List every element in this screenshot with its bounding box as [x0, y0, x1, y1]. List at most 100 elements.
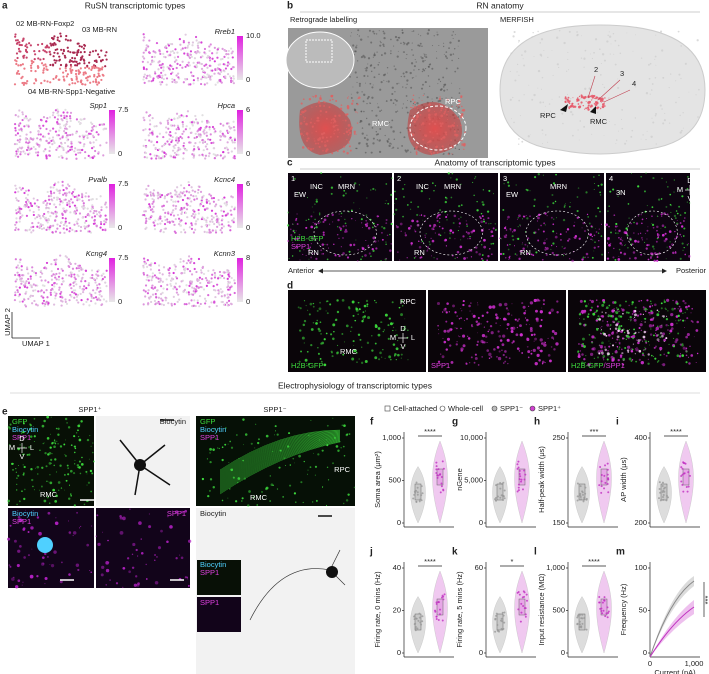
cell [640, 176, 642, 178]
cell [175, 291, 178, 294]
cell [80, 280, 83, 283]
cell [30, 204, 34, 208]
cell [190, 71, 193, 74]
cell [190, 222, 193, 225]
panel-letter: b [287, 1, 293, 12]
cell [89, 141, 92, 145]
colorbar [109, 110, 115, 154]
cell [151, 202, 154, 205]
cell [650, 89, 653, 91]
cell [637, 215, 640, 217]
cell [508, 357, 511, 359]
cell [454, 34, 456, 36]
cell [338, 254, 341, 258]
cell [603, 332, 606, 336]
cell [84, 227, 87, 230]
cell [159, 284, 163, 288]
cell [594, 101, 597, 104]
cell [579, 299, 583, 303]
cell [151, 275, 154, 278]
cell [291, 223, 293, 225]
cell [228, 75, 232, 78]
cell [191, 286, 194, 289]
cell [194, 304, 197, 308]
cell [481, 355, 484, 358]
cell [423, 55, 426, 57]
cell [302, 98, 305, 101]
cell [193, 299, 196, 302]
cell [59, 35, 63, 38]
cell [58, 58, 61, 61]
cell [400, 230, 402, 232]
cell [607, 210, 609, 213]
cell [171, 49, 174, 53]
cell [647, 258, 650, 261]
cell [148, 275, 151, 278]
cell [205, 201, 209, 204]
cell [526, 217, 529, 220]
cell [229, 136, 232, 139]
cell [68, 125, 71, 128]
cell [225, 201, 228, 204]
cell [290, 234, 293, 237]
cell [582, 105, 584, 107]
cell [35, 303, 38, 306]
cell [209, 43, 212, 46]
cell [206, 54, 210, 58]
cell [640, 138, 642, 140]
cell [101, 58, 104, 62]
cell [196, 121, 199, 125]
cell [100, 78, 103, 82]
cell [142, 266, 145, 269]
channel-label: SPP1 [291, 242, 310, 251]
cell [71, 267, 75, 270]
cell [182, 81, 185, 84]
cell [216, 81, 219, 84]
cell [227, 224, 230, 227]
cell [229, 302, 233, 305]
cell [94, 291, 97, 295]
cell [446, 214, 449, 216]
cell [88, 292, 91, 295]
cell [145, 217, 148, 220]
cell [298, 192, 299, 194]
cell [88, 67, 91, 70]
cell [60, 304, 63, 307]
cell [174, 268, 177, 271]
cell [305, 132, 309, 135]
colorbar [109, 258, 115, 302]
cell [607, 238, 610, 241]
cell [390, 126, 393, 129]
cell [219, 229, 222, 232]
cell [56, 38, 59, 42]
cell [670, 327, 674, 330]
cell [73, 292, 76, 295]
cell [459, 139, 461, 141]
cell [189, 282, 192, 285]
cell [626, 329, 629, 333]
cell [457, 106, 460, 108]
cell [316, 319, 318, 322]
cell [587, 104, 590, 107]
cell [320, 140, 323, 143]
cell [60, 145, 63, 148]
cell [79, 67, 82, 70]
cell [351, 209, 353, 212]
cell [46, 190, 49, 194]
cell [45, 139, 48, 142]
cell [450, 360, 454, 364]
cell [646, 299, 649, 302]
cell [643, 348, 646, 351]
cell [490, 331, 494, 335]
cell [378, 139, 381, 142]
cell [681, 195, 684, 198]
cell [381, 124, 384, 127]
cell [165, 131, 168, 134]
cell [95, 210, 98, 213]
region-label: RN [520, 248, 531, 257]
cell [644, 317, 647, 320]
cell [657, 236, 660, 239]
cell [541, 363, 544, 365]
cell [208, 128, 211, 131]
cell [167, 44, 171, 47]
